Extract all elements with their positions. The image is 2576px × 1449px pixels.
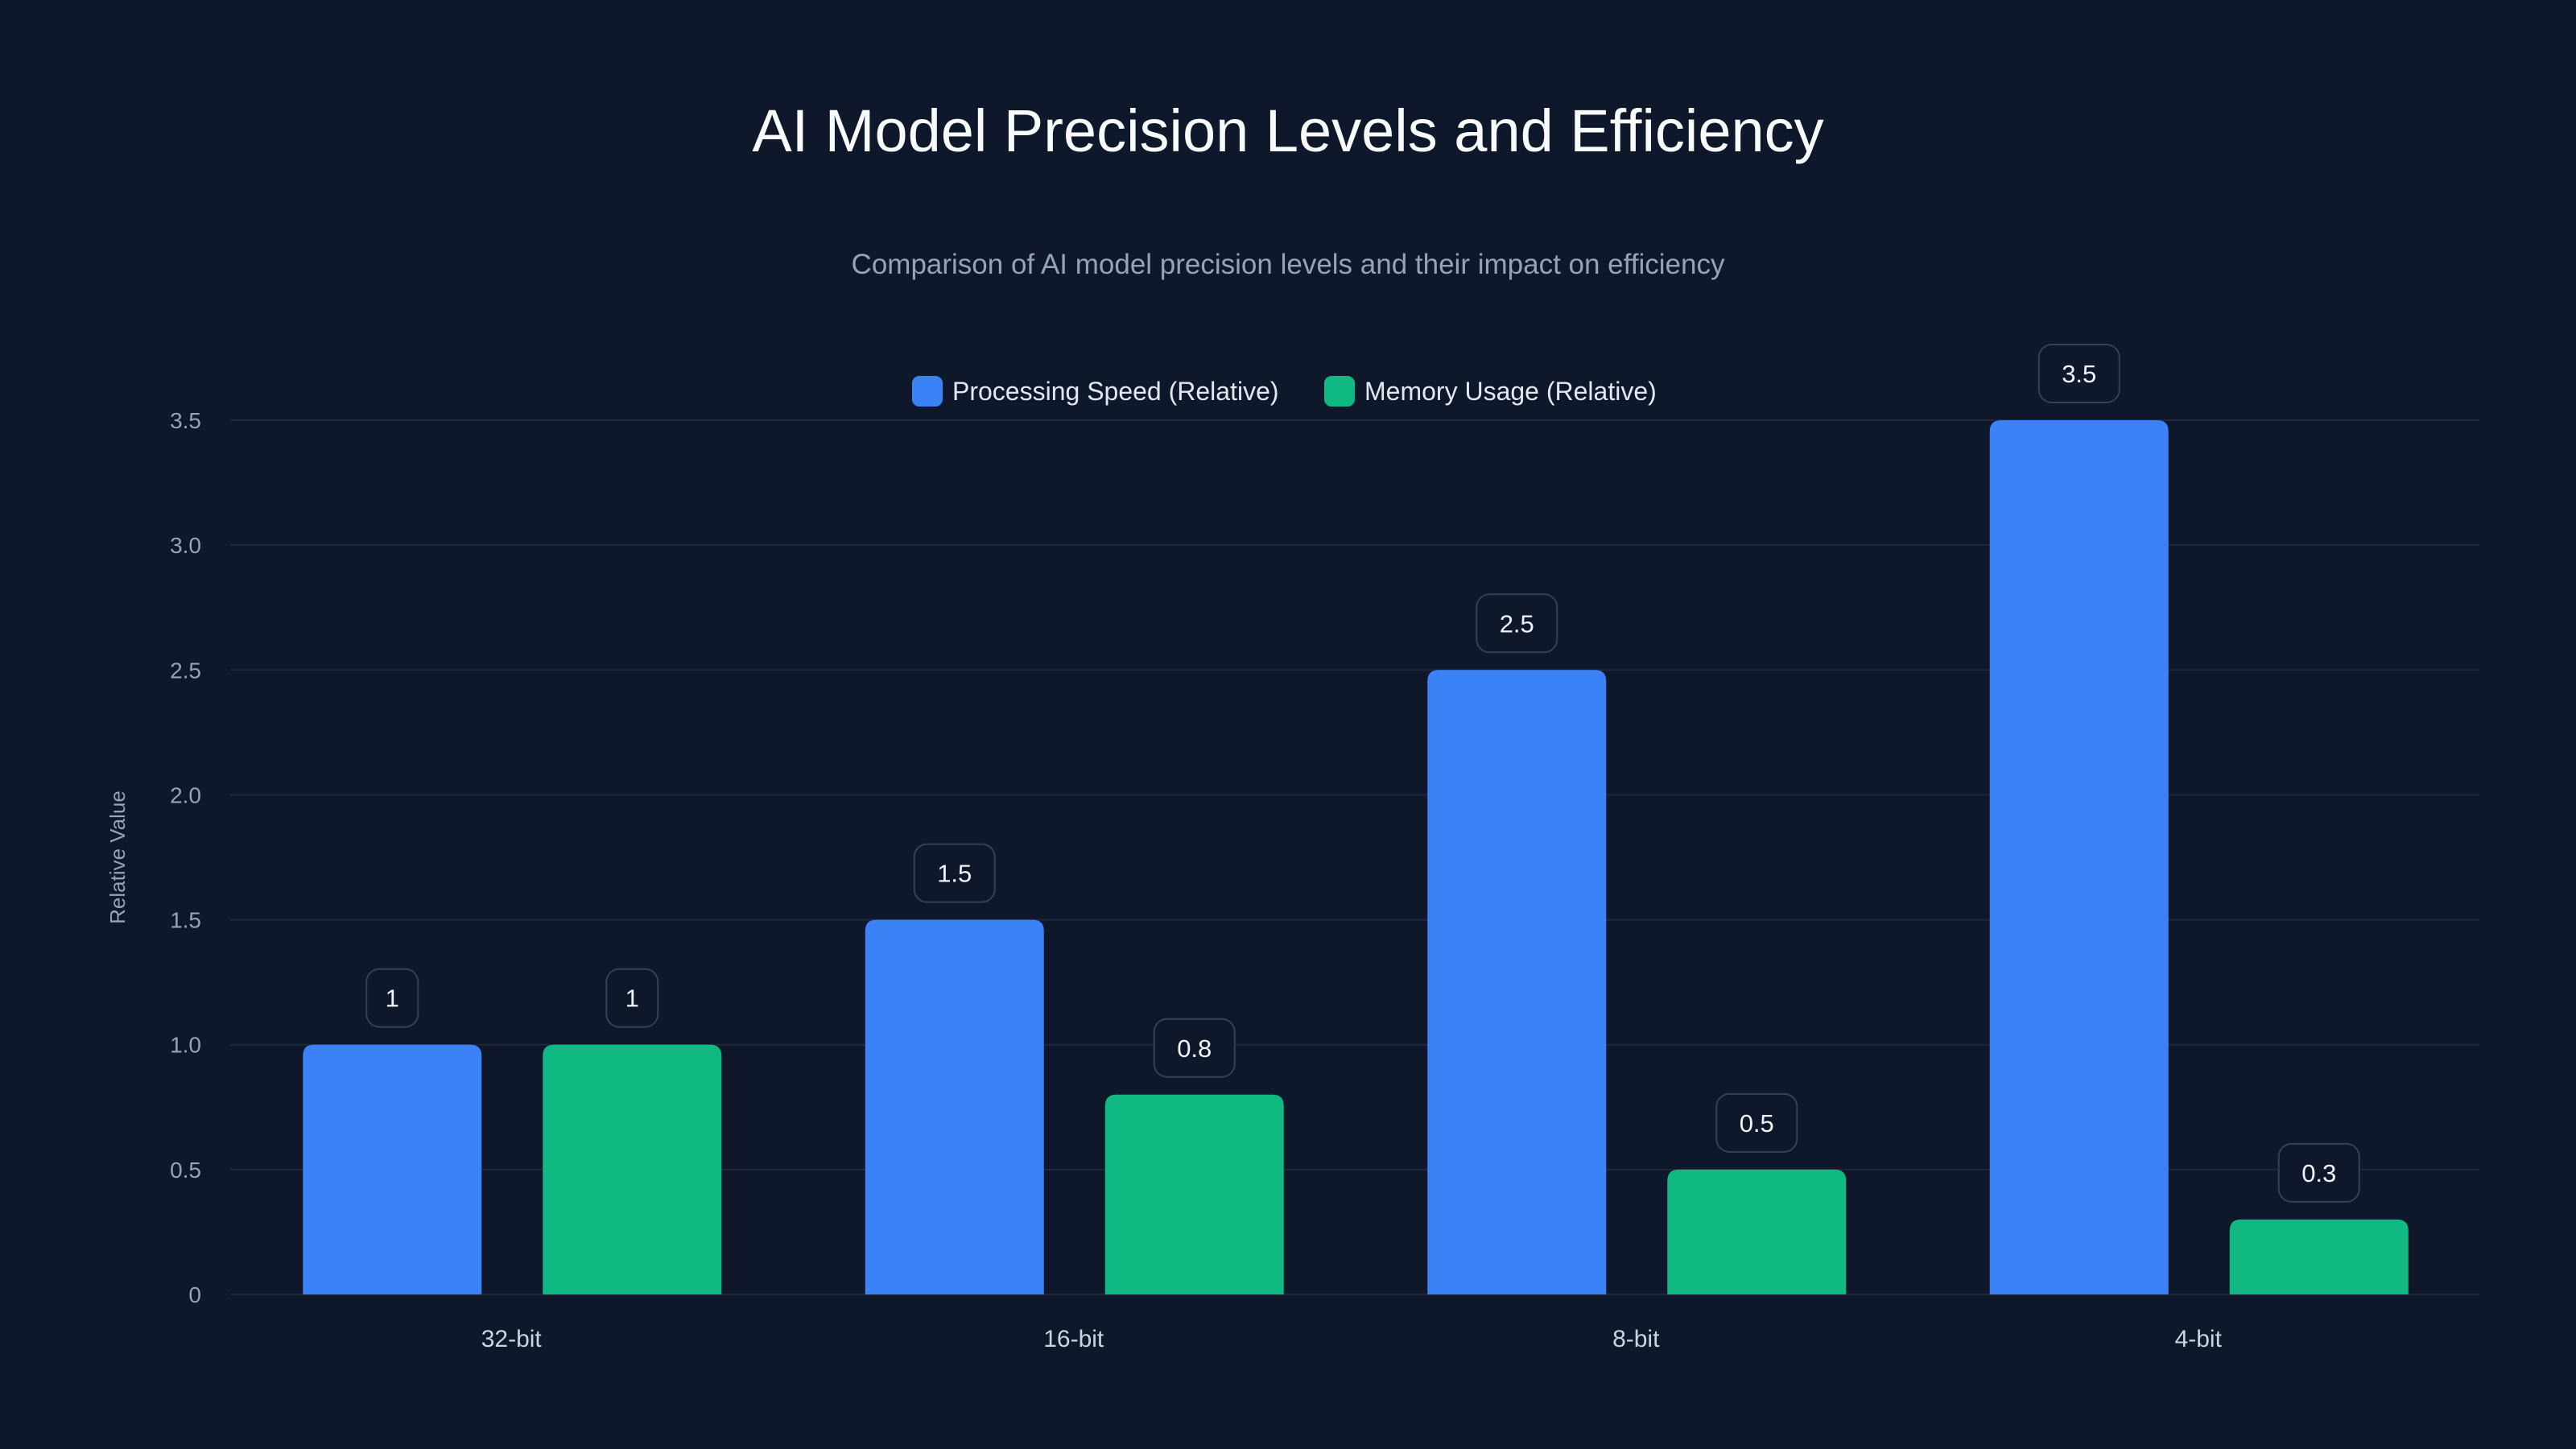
legend-swatch: [912, 376, 943, 407]
data-label-box: [2037, 344, 2120, 403]
x-tick-label: 16-bit: [1043, 1326, 1104, 1352]
y-tick-label: 0.5: [170, 1158, 201, 1183]
data-label: 1: [386, 985, 399, 1013]
data-label-box: [1153, 1018, 1236, 1078]
data-label: 1.5: [937, 860, 972, 888]
chart-subtitle: Comparison of AI model precision levels …: [852, 249, 1725, 280]
data-label: 0.3: [2301, 1159, 2336, 1187]
legend-item[interactable]: Memory Usage (Relative): [1324, 376, 1657, 407]
data-label: 2.5: [1500, 609, 1534, 638]
x-tick-label: 8-bit: [1612, 1326, 1660, 1352]
bar[interactable]: [1989, 420, 2169, 1294]
y-axis-label: Relative Value: [105, 791, 130, 924]
data-label-box: [1476, 593, 1558, 654]
data-label: 1: [625, 985, 639, 1013]
y-tick-label: 0: [188, 1282, 201, 1307]
data-label-box: [1715, 1092, 1798, 1153]
bars: 1 1 1.5 0.8 2.5 0.5 3.5 0.3: [303, 344, 2409, 1294]
data-label-box: [2277, 1142, 2360, 1203]
y-tick-label: 1.0: [170, 1033, 201, 1058]
legend-label: Memory Usage (Relative): [1364, 377, 1657, 406]
data-label-box: [605, 968, 659, 1028]
data-label: 0.5: [1740, 1109, 1774, 1137]
bar[interactable]: [303, 1044, 482, 1294]
legend-swatch: [1324, 376, 1355, 407]
y-tick-label: 2.5: [170, 658, 201, 683]
legend-label: Processing Speed (Relative): [952, 377, 1279, 406]
x-axis-ticks: 32-bit 16-bit 8-bit 4-bit: [481, 1326, 2223, 1352]
data-label: 0.8: [1177, 1034, 1212, 1063]
bar[interactable]: [865, 919, 1044, 1294]
y-tick-label: 3.0: [170, 533, 201, 558]
bar[interactable]: [543, 1044, 722, 1294]
x-tick-label: 32-bit: [481, 1326, 543, 1352]
x-tick-label: 4-bit: [2175, 1326, 2223, 1352]
y-tick-label: 3.5: [170, 408, 201, 433]
legend-item[interactable]: Processing Speed (Relative): [912, 376, 1279, 407]
bar[interactable]: [2229, 1219, 2409, 1294]
bar[interactable]: [1104, 1094, 1284, 1294]
y-tick-label: 2.0: [170, 782, 201, 807]
bar[interactable]: [1427, 670, 1607, 1294]
bar[interactable]: [1667, 1169, 1847, 1294]
data-label-box: [365, 968, 419, 1028]
legend: Processing Speed (Relative) Memory Usage …: [912, 376, 1657, 407]
data-label-box: [913, 843, 996, 903]
data-label: 3.5: [2062, 360, 2096, 388]
y-tick-label: 1.5: [170, 908, 201, 933]
y-axis-ticks: 0 0.5 1.0 1.5 2.0 2.5 3.0 3.5: [170, 408, 201, 1307]
chart-title: AI Model Precision Levels and Efficiency: [752, 97, 1823, 164]
